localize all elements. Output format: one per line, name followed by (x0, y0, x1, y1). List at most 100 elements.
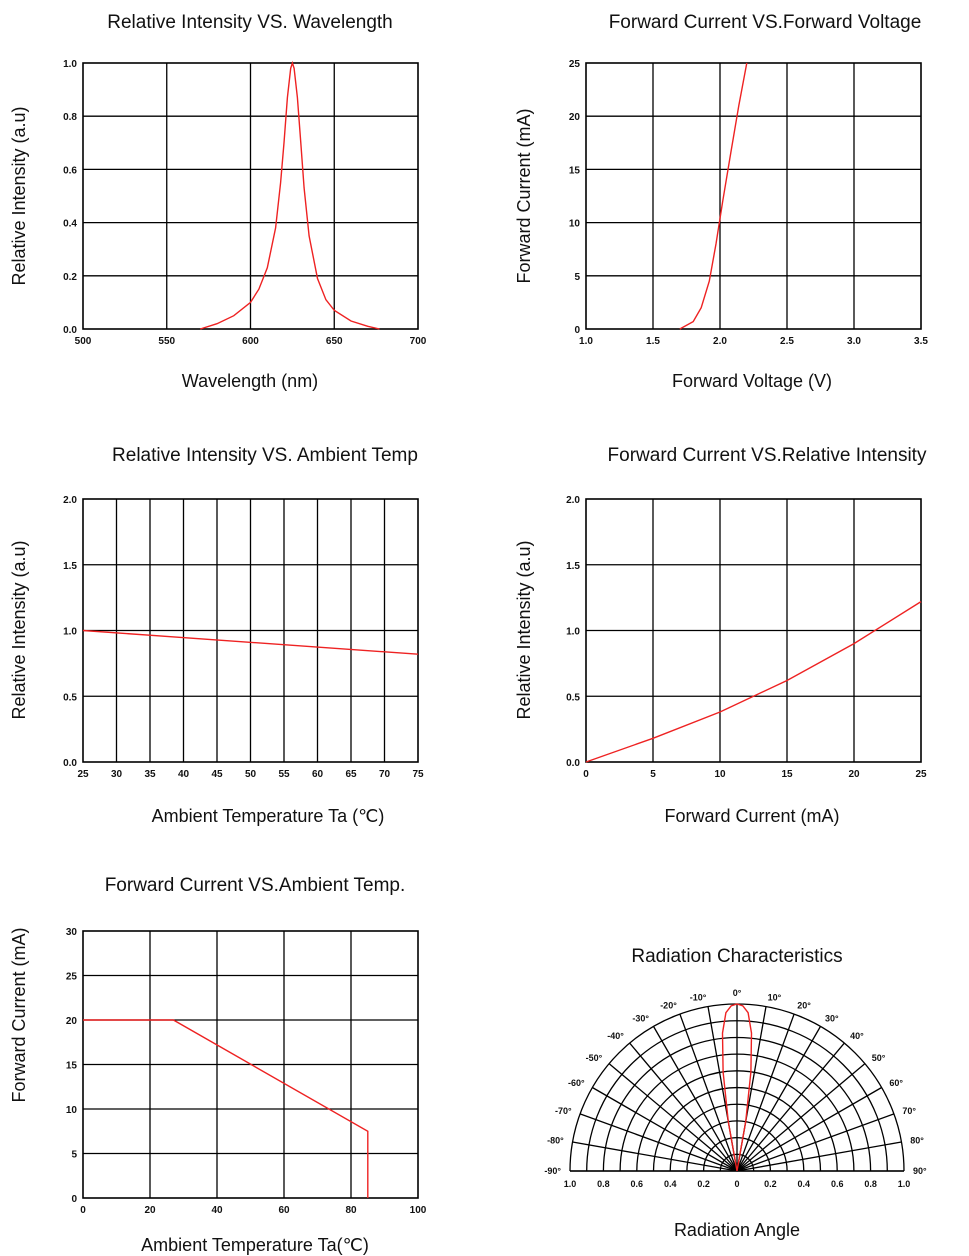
y-tick-label: 15 (66, 1061, 78, 1072)
angle-label: 90° (913, 1166, 927, 1176)
chart-title: Forward Current VS.Forward Voltage (609, 12, 922, 33)
x-tick-label: 3.0 (847, 336, 861, 347)
y-axis-label: Forward Current (mA) (514, 108, 534, 283)
chart-intensity-vs-temp: Relative Intensity VS. Ambient Temp Ambi… (9, 445, 418, 826)
y-tick-label: 0.5 (566, 692, 580, 703)
y-tick-label: 2.0 (63, 495, 77, 506)
y-tick-label: 15 (569, 165, 581, 176)
plot-frame (82, 930, 419, 1199)
x-tick-label: 55 (278, 769, 290, 780)
data-curve (83, 1019, 369, 1198)
angle-label: 10° (768, 993, 782, 1003)
y-tick-label: 5 (71, 1150, 77, 1161)
x-tick-label: 5 (650, 769, 656, 780)
y-tick-label: 0.6 (63, 165, 77, 176)
polar-spoke (629, 1042, 738, 1172)
plot-frame (585, 62, 922, 330)
radial-label: 0.6 (631, 1179, 644, 1189)
x-tick-label: 20 (144, 1205, 156, 1216)
angle-label: -40° (607, 1031, 624, 1041)
y-tick-label: 0 (574, 325, 580, 336)
x-tick-label: 0 (583, 769, 589, 780)
plot-area-3: 25 30 35 40 45 50 55 60 65 70 75 0.0 0.5 1.0 1.5 2.0 (63, 495, 424, 780)
angle-label: 50° (872, 1053, 886, 1063)
x-tick-label: 60 (312, 769, 324, 780)
polar-spoke (736, 1026, 822, 1172)
y-tick-label: 20 (569, 112, 581, 123)
polar-spoke (572, 1141, 738, 1172)
x-tick-label: 10 (714, 769, 726, 780)
x-tick-label: 40 (211, 1205, 223, 1216)
x-tick-label: 60 (278, 1205, 290, 1216)
chart-current-vs-temp: Forward Current VS.Ambient Temp. Ambient… (9, 875, 405, 1255)
angle-label: 0° (733, 988, 742, 998)
x-tick-label: 2.5 (780, 336, 794, 347)
y-tick-label: 1.0 (63, 59, 77, 70)
polar-spoke (736, 1013, 795, 1172)
x-tick-label: 15 (781, 769, 793, 780)
radial-label: 1.0 (564, 1179, 577, 1189)
data-curve (585, 601, 922, 763)
radial-label: 0.4 (664, 1179, 677, 1189)
angle-label: 80° (910, 1135, 924, 1145)
chart-radiation-characteristics: Radiation Characteristics Radiation Angl… (631, 946, 842, 1240)
chart-title: Radiation Characteristics (631, 946, 842, 967)
x-tick-label: 50 (245, 769, 257, 780)
x-tick-label: 65 (345, 769, 357, 780)
radial-label: 1.0 (898, 1179, 911, 1189)
y-axis-label: Forward Current (mA) (9, 927, 29, 1102)
angle-label: 20° (797, 1001, 811, 1011)
y-tick-label: 1.0 (566, 627, 580, 638)
chart-title: Relative Intensity VS. Ambient Temp (112, 445, 418, 466)
angle-label: -50° (586, 1053, 603, 1063)
radial-label: 0.2 (697, 1179, 710, 1189)
y-tick-label: 1.5 (566, 561, 580, 572)
data-curve (82, 629, 419, 655)
chart-current-vs-voltage: Forward Current VS.Forward Voltage Forwa… (514, 12, 921, 391)
x-axis-label: Forward Voltage (V) (672, 371, 832, 391)
polar-spoke (679, 1013, 738, 1172)
radiation-lobe (721, 1003, 753, 1172)
y-tick-label: 10 (569, 219, 581, 230)
x-axis-label: Forward Current (mA) (664, 806, 839, 826)
x-tick-label: 650 (326, 336, 343, 347)
polar-spoke (608, 1063, 738, 1172)
angle-label: -60° (568, 1078, 585, 1088)
x-tick-label: 75 (412, 769, 424, 780)
x-tick-label: 25 (77, 769, 89, 780)
x-tick-label: 20 (848, 769, 860, 780)
polar-spoke (736, 1113, 895, 1172)
chart-title: Forward Current VS.Relative Intensity (608, 445, 927, 466)
y-tick-label: 0.5 (63, 692, 77, 703)
x-tick-label: 3.5 (914, 336, 928, 347)
plot-area-4: 0 5 10 15 20 25 0.0 0.5 1.0 1.5 2.0 (566, 495, 927, 780)
x-tick-label: 30 (111, 769, 123, 780)
x-axis-label: Radiation Angle (674, 1220, 800, 1240)
x-tick-label: 2.0 (713, 336, 727, 347)
radial-label: 0 (734, 1179, 739, 1189)
radial-label: 0.8 (597, 1179, 610, 1189)
radial-label: 0.4 (798, 1179, 811, 1189)
polar-spoke (736, 1086, 882, 1172)
plot-area-2: 1.0 1.5 2.0 2.5 3.0 3.5 0 5 10 15 20 25 (569, 59, 929, 347)
y-tick-label: 25 (66, 972, 78, 983)
y-tick-label: 0.0 (63, 758, 77, 769)
x-tick-label: 1.5 (646, 336, 660, 347)
data-curve (200, 60, 380, 330)
angle-label: -70° (555, 1106, 572, 1116)
angle-label: 30° (825, 1014, 839, 1024)
radial-label: 0.2 (764, 1179, 777, 1189)
polar-spoke (736, 1042, 845, 1172)
x-tick-label: 0 (80, 1205, 86, 1216)
angle-label: -30° (632, 1014, 649, 1024)
x-tick-label: 1.0 (579, 336, 593, 347)
y-tick-label: 1.0 (63, 627, 77, 638)
y-tick-label: 25 (569, 59, 581, 70)
x-tick-label: 80 (345, 1205, 357, 1216)
y-tick-label: 5 (574, 272, 580, 283)
x-tick-label: 25 (915, 769, 927, 780)
x-tick-label: 550 (158, 336, 175, 347)
plot-area-5: 0 20 40 60 80 100 0 5 10 15 20 25 30 (66, 927, 427, 1216)
